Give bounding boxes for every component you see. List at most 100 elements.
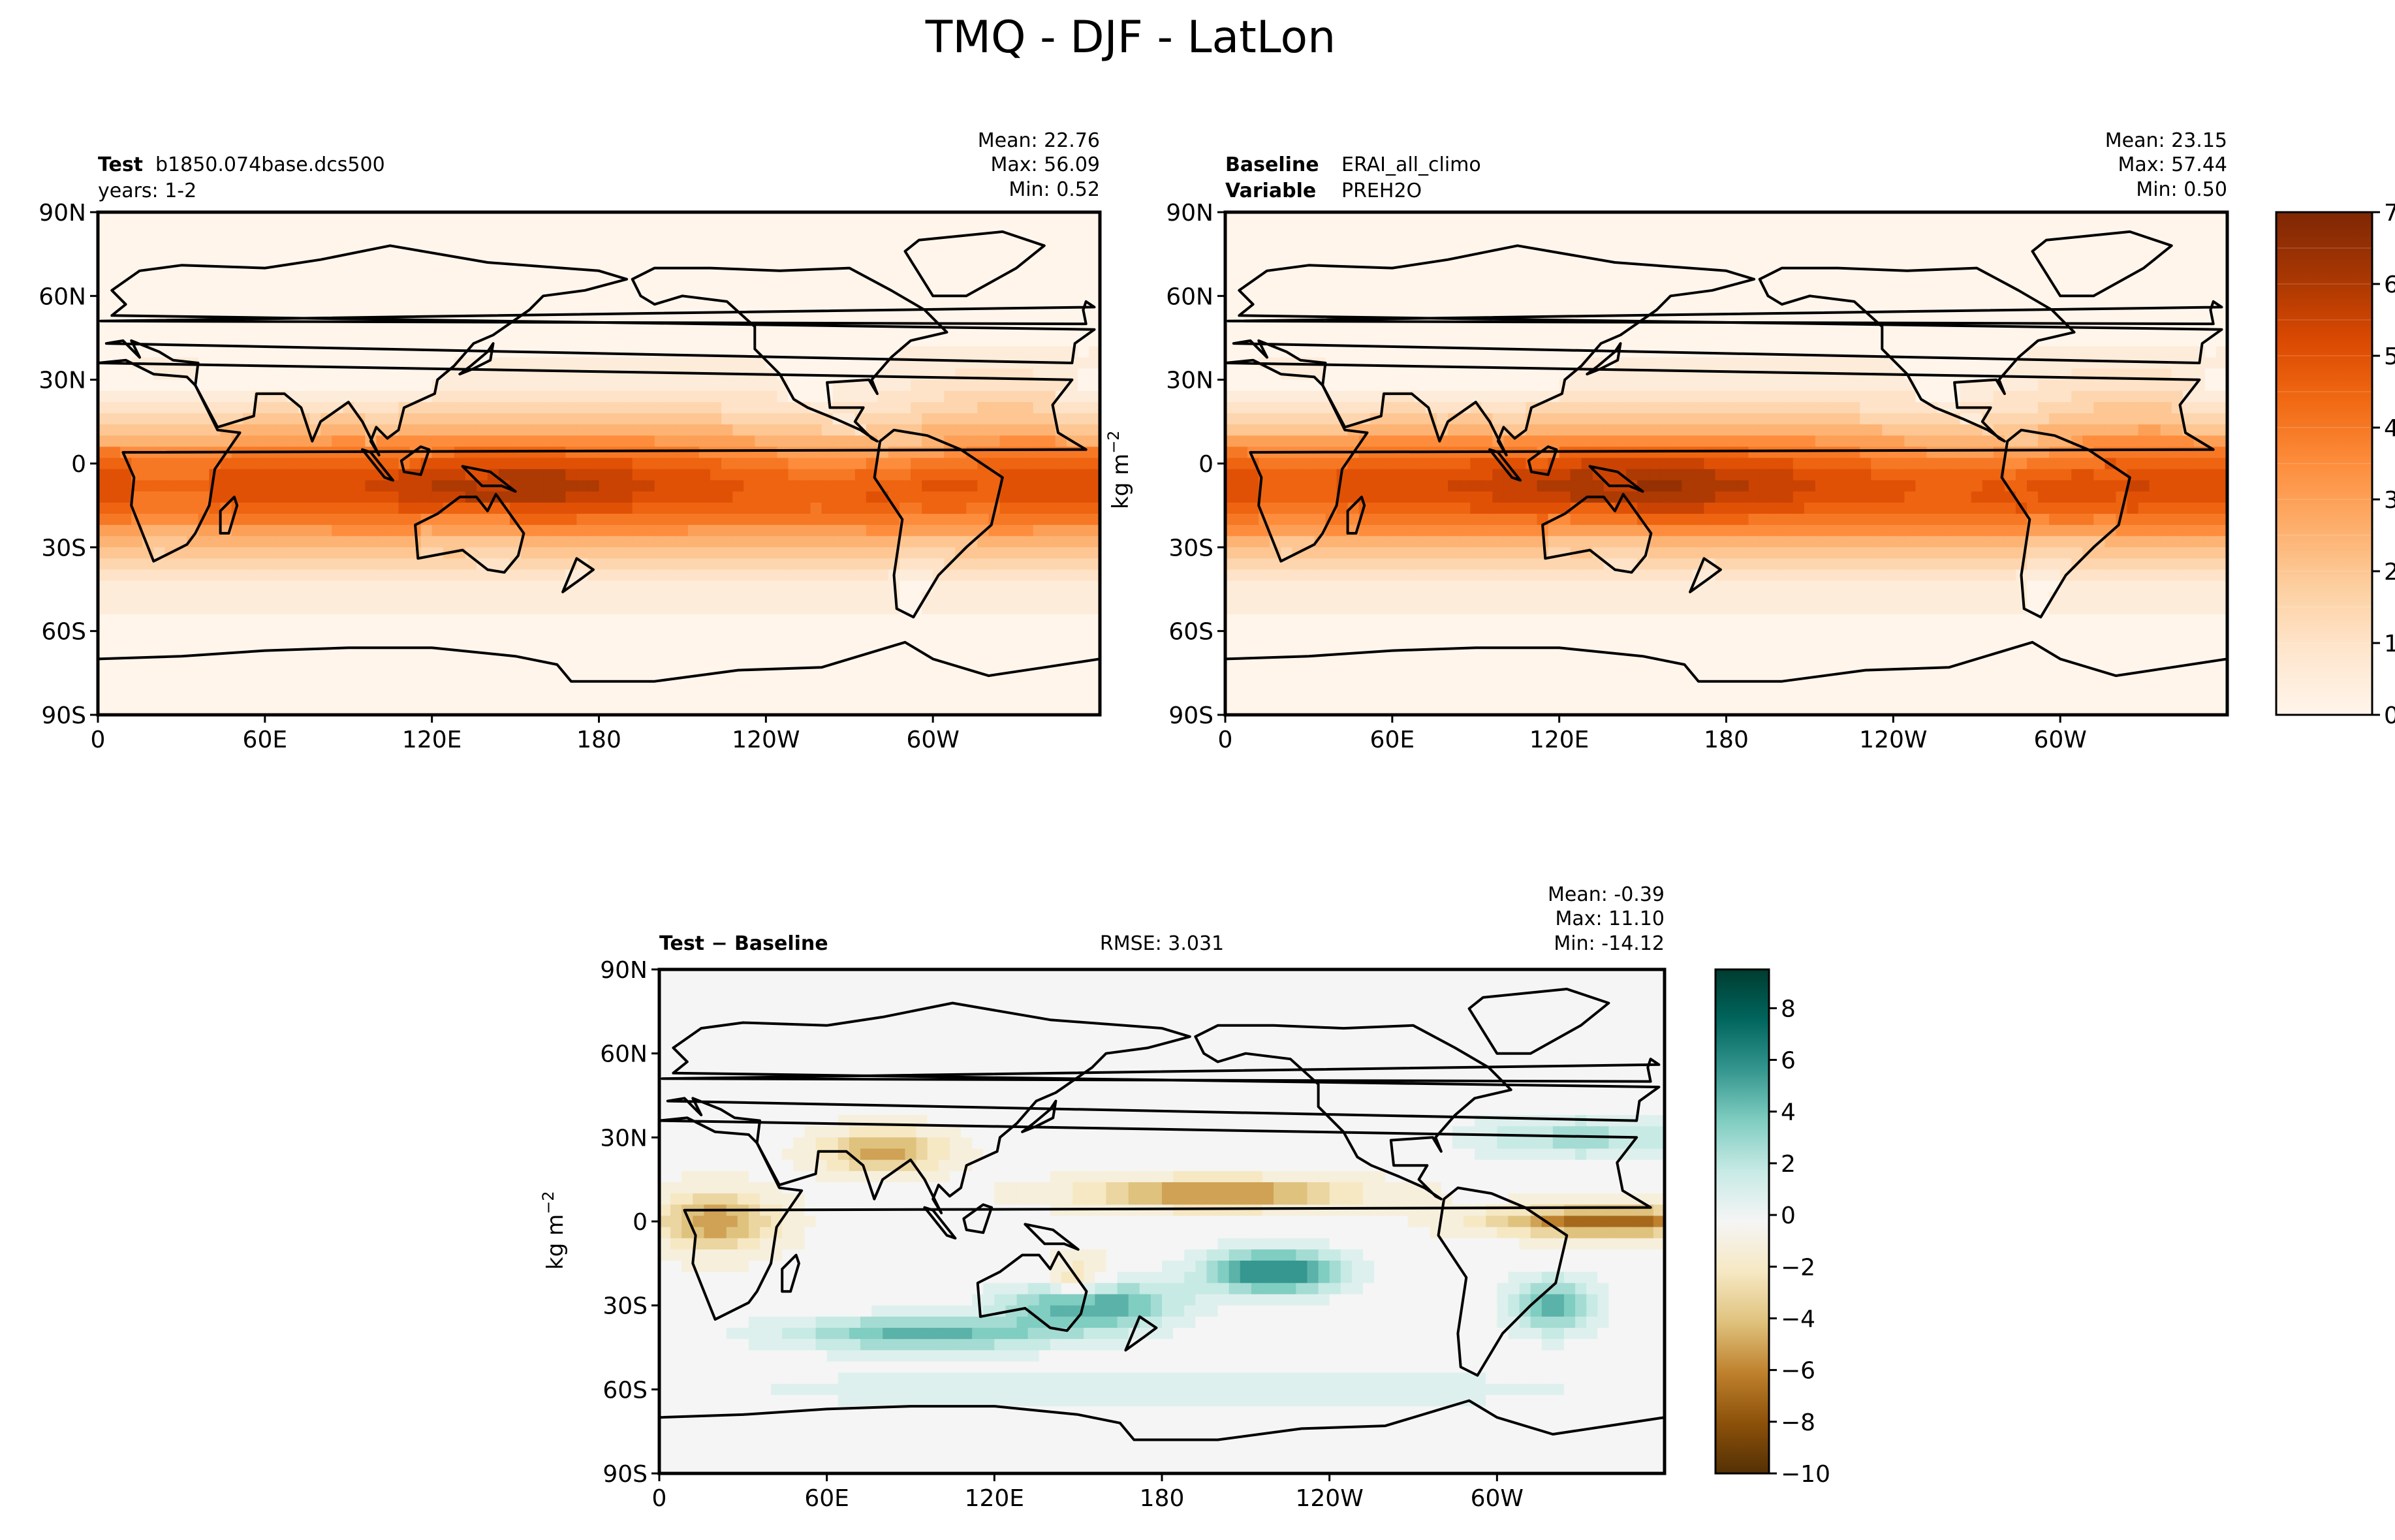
field-cell <box>1056 279 1067 291</box>
field-cell <box>176 469 187 481</box>
field-cell <box>321 514 332 526</box>
field-cell <box>164 458 176 469</box>
field-cell <box>332 603 343 615</box>
field-cell <box>888 682 900 693</box>
field-cell <box>766 257 777 268</box>
field-cell <box>176 670 187 682</box>
field-cell <box>510 603 522 615</box>
field-cell <box>610 636 622 648</box>
field-cell <box>811 458 822 469</box>
field-cell <box>1381 268 1393 280</box>
field-cell <box>399 603 411 615</box>
field-cell <box>877 503 889 514</box>
field-cell <box>1056 268 1067 280</box>
field-cell <box>1067 391 1078 403</box>
field-cell <box>465 570 477 582</box>
field-cell <box>142 257 154 268</box>
field-cell <box>811 682 822 693</box>
field-cell <box>633 234 644 246</box>
field-cell <box>365 369 377 381</box>
field-cell <box>1011 525 1023 537</box>
field-cell <box>621 581 633 593</box>
field-cell <box>176 514 187 526</box>
field-cell <box>644 369 655 381</box>
field-cell <box>1044 636 1056 648</box>
field-cell <box>977 581 989 593</box>
field-cell <box>543 581 555 593</box>
field-cell <box>421 380 433 392</box>
field-cell <box>988 402 1000 414</box>
field-cell <box>587 223 599 235</box>
field-cell <box>1033 592 1045 604</box>
field-cell <box>532 693 544 704</box>
field-cell <box>365 212 377 224</box>
field-cell <box>510 458 522 469</box>
field-cell <box>933 302 945 313</box>
field-cell <box>1370 291 1382 302</box>
field-cell <box>432 469 444 481</box>
field-cell <box>2016 268 2027 280</box>
field-cell <box>1437 268 1448 280</box>
field-cell <box>210 693 221 704</box>
field-cell <box>176 458 187 469</box>
field-cell <box>465 424 477 436</box>
field-cell <box>210 223 221 235</box>
field-cell <box>387 369 399 381</box>
field-cell <box>1392 279 1404 291</box>
field-cell <box>321 469 332 481</box>
field-cell <box>187 603 198 615</box>
field-cell <box>254 558 266 570</box>
field-cell <box>587 291 599 302</box>
field-cell <box>343 380 354 392</box>
field-cell <box>376 402 388 414</box>
field-cell <box>1225 268 1237 280</box>
field-cell <box>800 682 811 693</box>
field-cell <box>499 268 510 280</box>
field-cell <box>488 659 499 670</box>
field-cell <box>977 625 989 637</box>
field-cell <box>644 648 655 659</box>
field-cell <box>576 525 588 537</box>
field-cell <box>276 536 288 548</box>
field-cell <box>866 558 878 570</box>
field-cell <box>343 625 354 637</box>
field-cell <box>410 212 422 224</box>
field-cell <box>732 245 744 257</box>
field-cell <box>1044 614 1056 626</box>
field-cell <box>421 480 433 492</box>
field-cell <box>1470 223 1482 235</box>
field-cell <box>788 447 800 458</box>
field-cell <box>298 369 310 381</box>
field-cell <box>321 693 332 704</box>
field-cell <box>633 324 644 336</box>
field-cell <box>599 435 611 447</box>
field-cell <box>2016 234 2027 246</box>
field-cell <box>510 234 522 246</box>
field-cell <box>877 525 889 537</box>
field-cell <box>655 324 666 336</box>
field-cell <box>922 492 933 503</box>
field-cell <box>621 435 633 447</box>
field-cell <box>98 291 110 302</box>
field-cell <box>1459 279 1471 291</box>
field-cell <box>488 670 499 682</box>
field-cell <box>933 223 945 235</box>
field-cell <box>744 480 755 492</box>
field-cell <box>1637 245 1649 257</box>
field-cell <box>811 212 822 224</box>
field-cell <box>254 234 266 246</box>
field-cell <box>131 693 143 704</box>
field-cell <box>109 614 121 626</box>
field-cell <box>1044 693 1056 704</box>
field-cell <box>788 435 800 447</box>
field-cell <box>710 614 722 626</box>
field-cell <box>744 413 755 425</box>
field-cell <box>1626 302 1638 313</box>
field-cell <box>877 402 889 414</box>
field-cell <box>699 659 711 670</box>
field-cell <box>1860 279 1871 291</box>
field-cell <box>332 625 343 637</box>
field-cell <box>766 435 777 447</box>
field-cell <box>644 693 655 704</box>
field-cell <box>977 547 989 559</box>
